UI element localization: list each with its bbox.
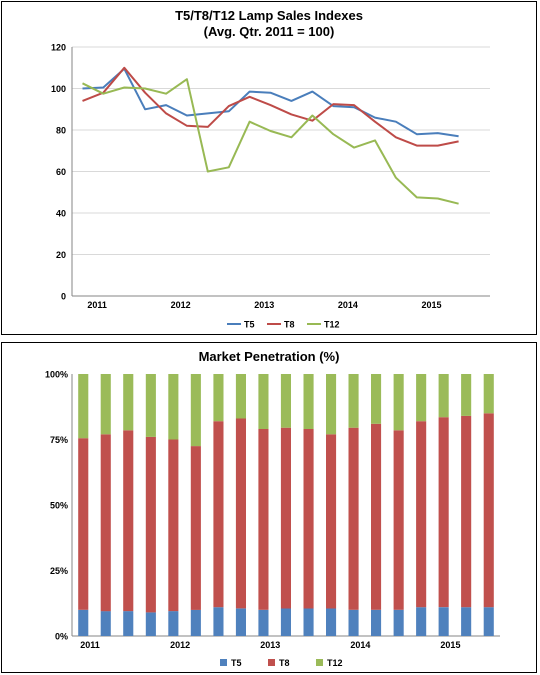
bar-segment-t5 (371, 609, 382, 636)
bar-segment-t5 (303, 608, 314, 636)
bar-segment-t5 (326, 608, 337, 636)
bar-segment-t8 (190, 446, 201, 610)
legend-label-t12: T12 (324, 320, 340, 330)
line-chart-panel: T5/T8/T12 Lamp Sales Indexes (Avg. Qtr. … (1, 1, 537, 335)
bar-segment-t12 (213, 374, 224, 422)
y-tick-label: 100 (51, 84, 66, 94)
bar-segment-t8 (393, 430, 404, 610)
x-tick-label: 2013 (260, 640, 280, 650)
legend-label-t5: T5 (231, 658, 242, 668)
bar-segment-t8 (100, 434, 111, 612)
y-tick-label: 75% (50, 435, 68, 445)
y-tick-label: 0 (61, 292, 66, 302)
y-tick-label: 100% (45, 370, 68, 380)
bar-segment-t5 (258, 609, 269, 636)
bar-segment-t5 (461, 607, 472, 636)
bar-segment-t12 (280, 374, 291, 428)
bar-segment-t12 (168, 374, 179, 440)
bar-segment-t5 (280, 608, 291, 636)
bar-segment-t12 (145, 374, 156, 437)
x-tick-label: 2012 (171, 300, 191, 310)
bar-segment-t8 (168, 439, 179, 612)
bar-segment-t5 (145, 612, 156, 636)
bar-segment-t8 (78, 438, 89, 610)
bar-segment-t8 (123, 430, 134, 612)
bar-segment-t12 (371, 374, 382, 424)
bar-chart-title: Market Penetration (%) (198, 349, 340, 364)
x-tick-label: 2015 (440, 640, 460, 650)
bar-segment-t5 (348, 609, 359, 636)
bar-segment-t8 (326, 434, 337, 609)
x-tick-label: 2012 (170, 640, 190, 650)
y-tick-label: 0% (55, 632, 68, 642)
bar-segment-t5 (393, 609, 404, 636)
bar-segment-t5 (483, 607, 494, 636)
bar-segment-t8 (145, 436, 156, 613)
bar-segment-t12 (483, 374, 494, 414)
bar-segment-t8 (258, 429, 269, 610)
line-chart-subtitle: (Avg. Qtr. 2011 = 100) (203, 24, 335, 39)
bar-segment-t5 (190, 609, 201, 636)
x-tick-label: 2013 (254, 300, 274, 310)
bar-segment-t5 (78, 609, 89, 636)
legend-label-t8: T8 (279, 658, 290, 668)
x-tick-label: 2014 (338, 300, 358, 310)
x-tick-label: 2014 (350, 640, 370, 650)
bar-segment-t8 (280, 427, 291, 609)
bar-segment-t12 (258, 374, 269, 429)
legend-label-t5: T5 (244, 320, 255, 330)
legend-swatch-t5 (220, 659, 227, 666)
bar-segment-t12 (303, 374, 314, 429)
series-line-t8 (82, 66, 459, 147)
stacked-bar-chart: 0% 25% 50% 75% 100% 2011 2012 2013 2014 2015 T5 T8 T… (45, 370, 500, 668)
legend-swatch-t8 (268, 659, 275, 666)
bar-segment-t12 (393, 374, 404, 431)
bar-segment-t8 (438, 417, 449, 608)
bar-segment-t8 (416, 421, 427, 608)
bar-segment-t5 (123, 611, 134, 636)
y-tick-label: 40 (56, 209, 66, 219)
y-tick-label: 20 (56, 250, 66, 260)
legend-label-t8: T8 (284, 320, 295, 330)
x-tick-label: 2011 (80, 640, 100, 650)
bar-segment-t5 (416, 607, 427, 636)
bar-segment-t12 (123, 374, 134, 431)
series-line-t12 (82, 78, 459, 205)
bar-segment-t12 (78, 374, 89, 439)
x-tick-label: 2011 (87, 300, 107, 310)
bar-segment-t12 (438, 374, 449, 418)
bar-segment-t5 (213, 607, 224, 636)
line-chart: 0 20 40 60 80 100 120 2011 2012 2013 2014 2015 T5 T8 T… (51, 43, 490, 330)
bar-segment-t5 (100, 611, 111, 636)
bar-segment-t8 (213, 421, 224, 608)
bar-chart-panel: Market Penetration (%) 0% 25% 50% 75% 100% 20… (1, 342, 537, 673)
bar-segment-t8 (483, 413, 494, 608)
bar-segment-t8 (371, 423, 382, 610)
bar-segment-t8 (303, 429, 314, 609)
bar-segment-t5 (168, 611, 179, 636)
bar-segment-t12 (461, 374, 472, 416)
line-chart-title: T5/T8/T12 Lamp Sales Indexes (175, 8, 363, 23)
x-tick-label: 2015 (421, 300, 441, 310)
bar-segment-t5 (235, 608, 246, 636)
legend-swatch-t12 (316, 659, 323, 666)
y-tick-label: 120 (51, 43, 66, 53)
bar-segment-t12 (235, 374, 246, 419)
bar-segment-t5 (438, 607, 449, 636)
legend-label-t12: T12 (327, 658, 343, 668)
bar-segment-t12 (348, 374, 359, 428)
bar-segment-t8 (235, 418, 246, 609)
bar-segment-t8 (461, 415, 472, 608)
bar-segment-t12 (416, 374, 427, 422)
bar-segment-t8 (348, 427, 359, 610)
bar-segment-t12 (100, 374, 111, 435)
y-tick-label: 50% (50, 501, 68, 511)
y-tick-label: 25% (50, 566, 68, 576)
y-tick-label: 80 (56, 126, 66, 136)
bar-segment-t12 (190, 374, 201, 447)
bar-segment-t12 (326, 374, 337, 435)
series-line-t5 (82, 67, 459, 138)
y-tick-label: 60 (56, 167, 66, 177)
